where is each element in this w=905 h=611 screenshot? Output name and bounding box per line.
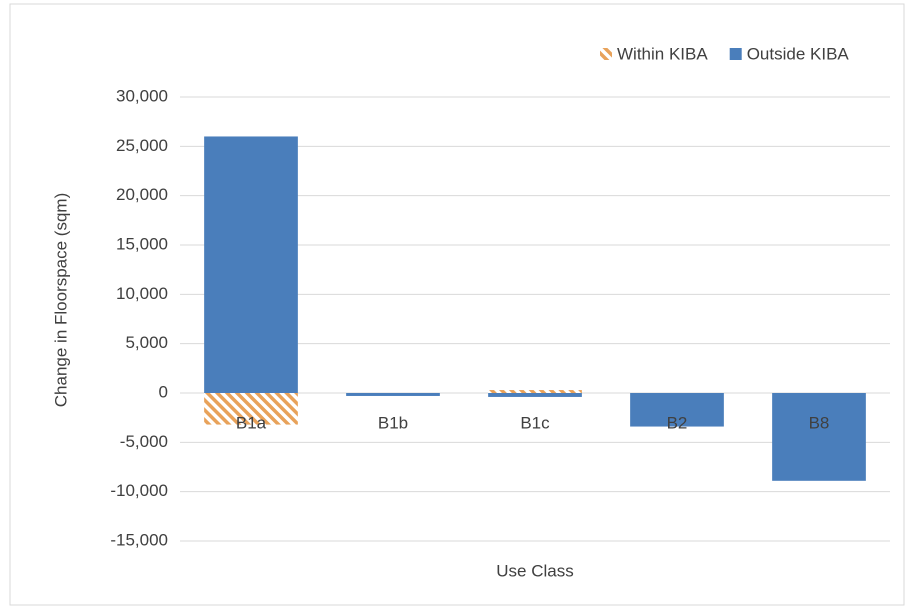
y-tick-label: -5,000 <box>120 432 168 451</box>
x-tick-label: B1c <box>520 413 550 432</box>
bar-segment <box>346 393 440 396</box>
y-tick-label: -15,000 <box>110 530 168 549</box>
bar-segment <box>204 136 298 393</box>
x-tick-label: B8 <box>809 413 830 432</box>
x-tick-label: B1a <box>236 413 267 432</box>
y-tick-label: 15,000 <box>116 234 168 253</box>
bar-segment <box>204 393 298 425</box>
y-tick-label: 30,000 <box>116 86 168 105</box>
legend-label: Outside KIBA <box>747 44 850 63</box>
legend-label: Within KIBA <box>617 44 708 63</box>
y-tick-label: -10,000 <box>110 481 168 500</box>
bar-segment <box>772 393 866 481</box>
y-tick-label: 20,000 <box>116 185 168 204</box>
bar-segment <box>630 393 724 427</box>
y-tick-label: 25,000 <box>116 136 168 155</box>
legend-swatch <box>729 48 742 60</box>
y-tick-label: 10,000 <box>116 284 168 303</box>
bar-segment <box>488 393 582 397</box>
x-axis-title: Use Class <box>496 561 573 580</box>
x-tick-label: B1b <box>378 413 408 432</box>
legend-swatch <box>600 48 612 60</box>
bar-segment <box>488 390 582 393</box>
y-tick-label: 0 <box>159 382 168 401</box>
y-tick-label: 5,000 <box>125 333 168 352</box>
y-axis-title: Change in Floorspace (sqm) <box>51 193 70 407</box>
frame <box>9 3 905 606</box>
x-tick-label: B2 <box>667 413 688 432</box>
